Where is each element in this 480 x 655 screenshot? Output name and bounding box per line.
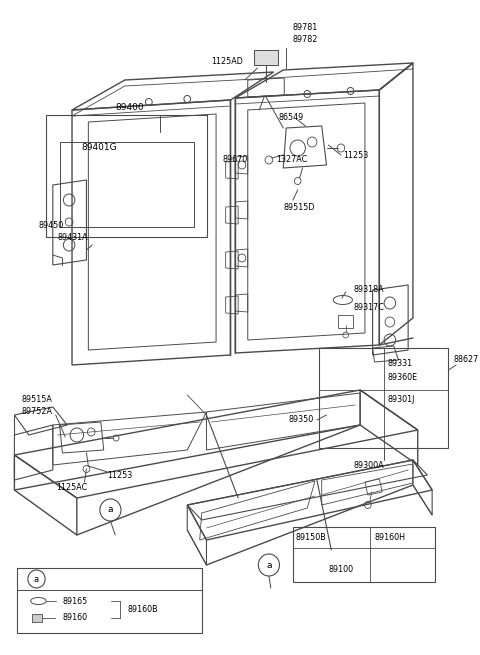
Polygon shape: [32, 614, 42, 622]
Text: 89350: 89350: [288, 415, 313, 424]
Text: 89165: 89165: [62, 597, 88, 605]
Text: 89401G: 89401G: [82, 143, 117, 153]
Text: 1327AC: 1327AC: [276, 155, 308, 164]
Text: 89515A: 89515A: [21, 396, 52, 405]
Text: 89150B: 89150B: [296, 533, 326, 542]
Text: 1125AC: 1125AC: [56, 483, 87, 493]
Text: a: a: [108, 506, 113, 514]
Text: 89781: 89781: [293, 24, 318, 33]
Bar: [319, 348, 448, 448]
Text: 89160: 89160: [62, 614, 87, 622]
Text: 89515D: 89515D: [283, 204, 315, 212]
Text: 89431A: 89431A: [58, 233, 88, 242]
Text: 11253: 11253: [343, 151, 368, 160]
Text: 86549: 86549: [278, 113, 304, 122]
Text: 11253: 11253: [108, 470, 133, 479]
Text: 89160H: 89160H: [374, 533, 406, 542]
Text: a: a: [34, 574, 39, 584]
Text: 89752A: 89752A: [21, 407, 52, 417]
Text: 89450: 89450: [38, 221, 64, 229]
Text: 89400: 89400: [115, 103, 144, 113]
Text: 89160B: 89160B: [128, 605, 158, 614]
Bar: [46, 115, 207, 237]
Polygon shape: [254, 50, 278, 65]
Text: 89318A: 89318A: [353, 286, 384, 295]
Text: 88627: 88627: [453, 356, 479, 364]
Bar: [293, 527, 435, 582]
Bar: [17, 568, 202, 633]
Text: 89360E: 89360E: [388, 373, 418, 383]
Text: 89670: 89670: [223, 155, 248, 164]
Bar: [17, 568, 202, 590]
Text: 89301J: 89301J: [388, 396, 415, 405]
Text: 89300A: 89300A: [353, 460, 384, 470]
Text: 89782: 89782: [293, 35, 318, 45]
Text: 1125AD: 1125AD: [211, 58, 243, 67]
Text: 89100: 89100: [328, 565, 353, 574]
Bar: [60, 142, 194, 227]
Text: 89317C: 89317C: [353, 303, 384, 312]
Text: 89331: 89331: [388, 358, 413, 367]
Text: a: a: [266, 561, 272, 569]
